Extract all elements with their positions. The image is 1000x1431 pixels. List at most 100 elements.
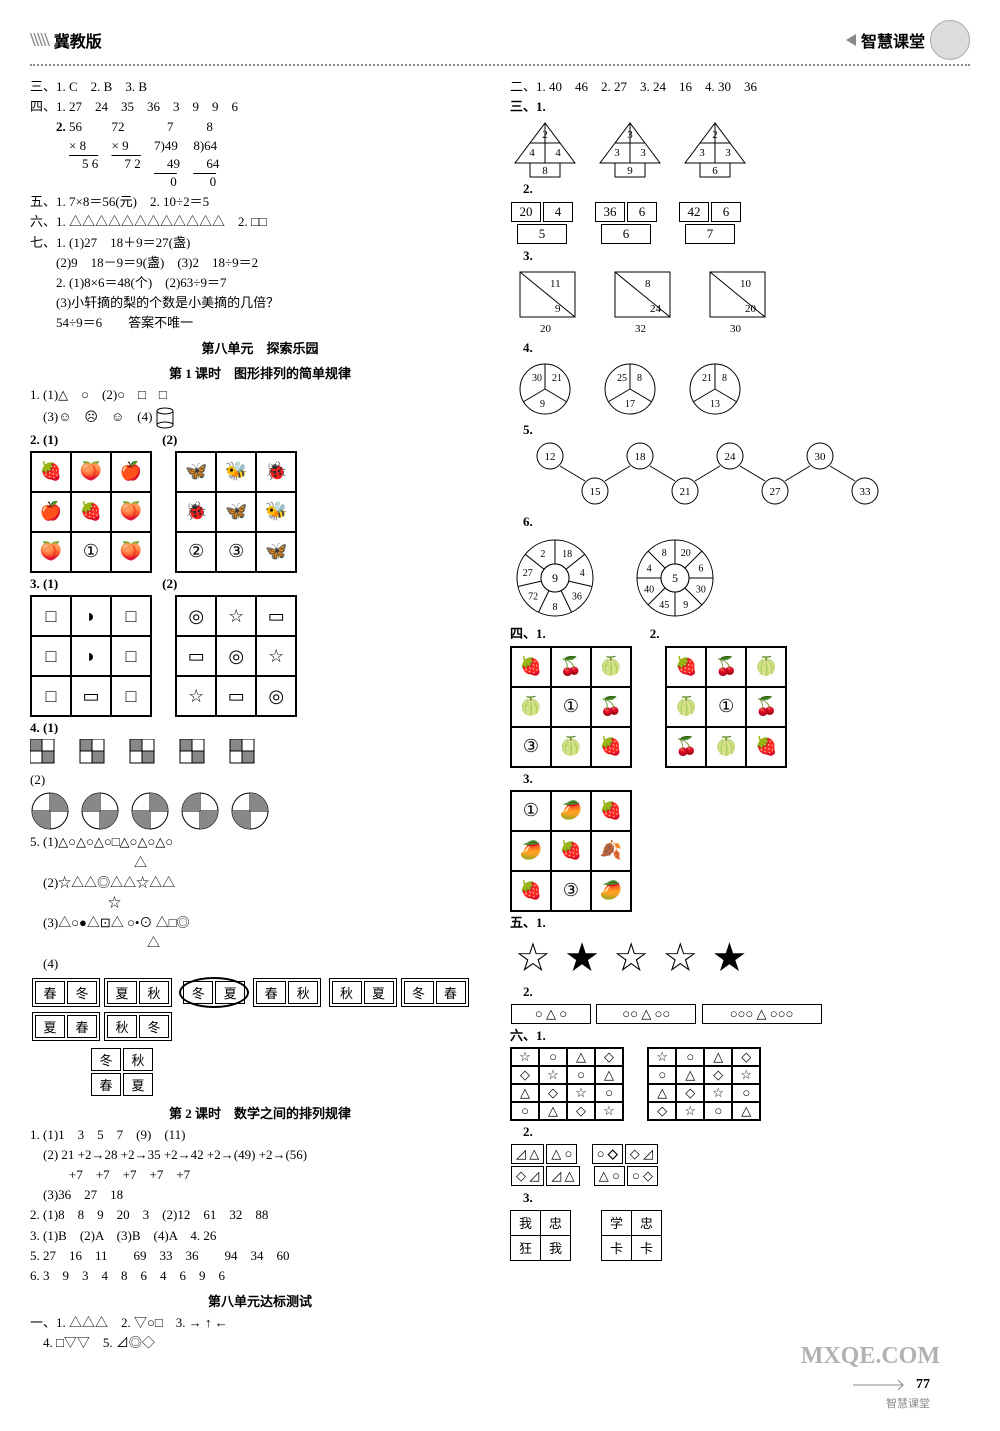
header-right: 智慧课堂: [846, 20, 970, 60]
svg-text:6: 6: [712, 165, 718, 177]
l4-label: 4. (1): [30, 719, 490, 737]
pie-diagram: 21 8 13: [680, 359, 750, 419]
unit8-test-title: 第八单元达标测试: [30, 1291, 490, 1310]
answer-s7-3: 2. (1)8×6＝48(个) (2)63÷9＝7: [30, 274, 490, 292]
box-diagram: 366 6: [594, 201, 658, 245]
star-icon: ☆: [613, 934, 649, 981]
r-s3-4-label: 4.: [510, 339, 970, 357]
season-box: 冬春: [401, 978, 469, 1007]
q3-grids: □◗□ □◗□ □▭□ ◎☆▭ ▭◎☆ ☆▭◎: [30, 595, 490, 717]
pie-diagram: 25 8 17: [595, 359, 665, 419]
season-bottom: 冬秋春夏: [90, 1047, 490, 1097]
answer-s5: 五、1. 7×8＝56(元) 2. 10÷2＝5: [30, 193, 490, 211]
diagonal-diagram: 11 9 20: [510, 267, 590, 337]
r-s5-2-label: 2.: [510, 983, 970, 1001]
svg-text:13: 13: [710, 399, 720, 410]
svg-text:9: 9: [552, 571, 558, 585]
svg-text:9: 9: [683, 600, 688, 611]
right-column: 二、1. 40 46 2. 27 3. 24 16 4. 30 36 三、1. …: [510, 76, 970, 1355]
pie-diagram: 30 21 9: [510, 359, 580, 419]
svg-text:30: 30: [730, 323, 742, 335]
l2q1-2: (2) 21 +2→28 +2→35 +2→42 +2→(49) +2→(56): [30, 1146, 490, 1164]
fruit-grid-r1: 🍓🍒🍈 🍈①🍒 ③🍈🍓: [510, 646, 632, 768]
shape-grid-1: □◗□ □◗□ □▭□: [30, 595, 152, 717]
diag-diagrams: 11 9 20 8 24 32 10 20 30: [510, 267, 970, 337]
page-number: 77: [916, 1377, 930, 1392]
svg-text:3: 3: [725, 147, 731, 159]
lesson2-title: 第 2 课时 数学之间的排列规律: [30, 1103, 490, 1122]
svg-text:27: 27: [523, 568, 533, 579]
svg-text:9: 9: [627, 165, 633, 177]
r-s3-5-label: 5.: [510, 421, 970, 439]
star-icon: ☆: [515, 934, 551, 981]
svg-text:32: 32: [635, 323, 646, 335]
svg-text:24: 24: [650, 303, 662, 315]
number-tree-icon: 1218243015212733: [510, 441, 890, 511]
season-box: 秋冬: [104, 1012, 172, 1041]
l2q1-3: (3)36 27 18: [30, 1186, 490, 1204]
l2q1-2b: +7 +7 +7 +7 +7: [30, 1166, 490, 1184]
left-column: 三、1. C 2. B 3. B 四、1. 27 24 35 36 3 9 9 …: [30, 76, 490, 1355]
svg-text:20: 20: [745, 303, 757, 315]
svg-text:18: 18: [562, 549, 572, 560]
slash-decoration: \\\\\: [30, 29, 48, 52]
watermark: MXQE.COM: [801, 1343, 940, 1370]
r-s3-2-label: 2.: [510, 180, 970, 198]
svg-text:30: 30: [532, 373, 542, 384]
answer-s4-2: 2. 56× 8 5 6 72× 9 7 2 77)49 49 0 88)64 …: [30, 118, 490, 191]
season-box: 夏春: [32, 1012, 100, 1041]
arrow-left-icon: [846, 34, 856, 46]
wheel-diagrams: 18436872272 9 206309454048 5: [510, 533, 970, 623]
svg-text:40: 40: [644, 585, 654, 596]
svg-text:21: 21: [702, 373, 712, 384]
q4-1-pattern: [30, 739, 490, 769]
svg-text:2: 2: [542, 129, 548, 141]
svg-text:8: 8: [645, 278, 651, 290]
brand-right: 智慧课堂: [861, 28, 925, 52]
l1-3-text: (3)☺ ☹ ☺ (4): [30, 409, 152, 424]
shape-grid-2: ◎☆▭ ▭◎☆ ☆▭◎: [175, 595, 297, 717]
answer-s7-1: 七、1. (1)27 18＋9＝27(盏): [30, 234, 490, 252]
l1-3: (3)☺ ☹ ☺ (4): [30, 407, 490, 429]
svg-text:8: 8: [637, 373, 642, 384]
svg-text:11: 11: [550, 278, 561, 290]
char-grid: 学忠卡卡: [601, 1210, 662, 1261]
svg-text:9: 9: [555, 303, 561, 315]
star-filled-icon: ★: [564, 934, 600, 981]
answer-s7-5: 54÷9＝6 答案不唯一: [30, 314, 490, 332]
box-diagrams: 204 5 366 6 426 7: [510, 201, 970, 245]
l3-label: 3. (1) (2): [30, 575, 490, 593]
l2-label: 2. (1) (2): [30, 431, 490, 449]
star-filled-icon: ★: [711, 934, 747, 981]
box-diagram: 426 7: [678, 201, 742, 245]
page-header: \\\\\ 冀教版 智慧课堂: [30, 20, 970, 66]
svg-text:33: 33: [860, 486, 872, 498]
svg-text:4: 4: [555, 147, 561, 159]
r-q6-grids: ☆○△◇ ◇☆○△ △◇☆○ ○△◇☆ ☆○△◇ ○△◇☆ △◇☆○ ◇☆○△: [510, 1047, 970, 1121]
r-s4-label: 四、1. 2.: [510, 625, 970, 643]
symbol-grid-1: ☆○△◇ ◇☆○△ △◇☆○ ○△◇☆: [510, 1047, 624, 1121]
r-s2: 二、1. 40 46 2. 27 3. 24 16 4. 30 36: [510, 78, 970, 96]
svg-text:8: 8: [553, 602, 558, 613]
svg-text:4: 4: [580, 568, 585, 579]
svg-text:8: 8: [722, 373, 727, 384]
fruit-grid-1: 🍓🍑🍎 🍎🍓🍑 🍑①🍑: [30, 451, 152, 573]
test-1: 一、1. △△△ 2. ▽○□ 3. → ↑ ←: [30, 1314, 490, 1332]
svg-text:4: 4: [647, 564, 652, 575]
svg-text:15: 15: [590, 486, 602, 498]
l5-3b: △: [30, 934, 490, 952]
checker-pattern-icon: [30, 739, 330, 769]
diagonal-diagram: 8 24 32: [605, 267, 685, 337]
edition-label: 冀教版: [54, 28, 102, 52]
r-s3-6-label: 6.: [510, 513, 970, 531]
l2q2: 2. (1)8 8 9 20 3 (2)12 61 32 88: [30, 1206, 490, 1224]
fruit-grid-r2: 🍓🍒🍈 🍈①🍒 🍒🍈🍓: [665, 646, 787, 768]
svg-text:10: 10: [740, 278, 752, 290]
triangle-diagram: 2 3 3 6: [680, 118, 750, 178]
svg-text:2: 2: [540, 549, 545, 560]
shape-box-row: ○ △ ○ ○○ △ ○○ ○○○ △ ○○○: [510, 1003, 970, 1025]
season-box: 春冬: [32, 978, 100, 1007]
insect-grid-2: 🦋🐝🐞 🐞🦋🐝 ②③🦋: [175, 451, 297, 573]
svg-text:21: 21: [680, 486, 691, 498]
answer-s4-1: 四、1. 27 24 35 36 3 9 9 6: [30, 98, 490, 116]
